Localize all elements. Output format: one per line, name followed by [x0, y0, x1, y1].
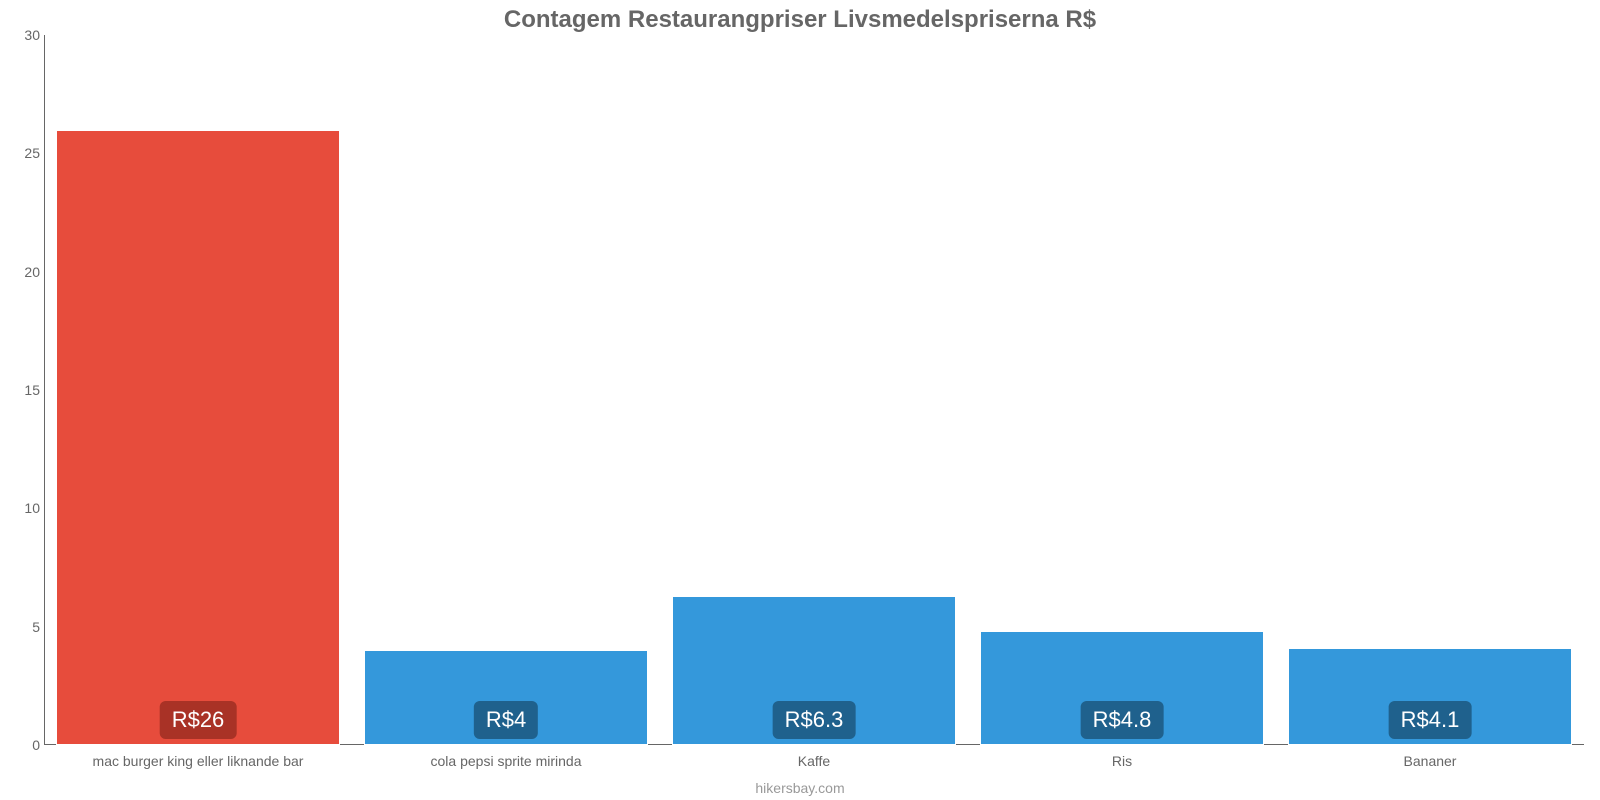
chart-footer: hikersbay.com: [0, 780, 1600, 796]
y-tick-label: 0: [0, 737, 40, 753]
bar-value-label: R$6.3: [773, 701, 856, 739]
x-tick-label: Bananer: [1404, 745, 1457, 769]
x-tick-label: cola pepsi sprite mirinda: [431, 745, 582, 769]
bar-value-label: R$4.8: [1081, 701, 1164, 739]
bar: [56, 130, 339, 745]
y-tick-label: 15: [0, 382, 40, 398]
chart-title: Contagem Restaurangpriser Livsmedelspris…: [0, 6, 1600, 34]
plot-area: 051015202530R$26mac burger king eller li…: [44, 35, 1584, 745]
chart-container: Contagem Restaurangpriser Livsmedelspris…: [0, 0, 1600, 800]
y-tick-label: 25: [0, 145, 40, 161]
y-tick-label: 5: [0, 619, 40, 635]
y-tick-label: 30: [0, 27, 40, 43]
bar-value-label: R$4.1: [1389, 701, 1472, 739]
bar-value-label: R$4: [474, 701, 538, 739]
y-tick-label: 10: [0, 500, 40, 516]
y-tick-label: 20: [0, 264, 40, 280]
x-tick-label: Kaffe: [798, 745, 830, 769]
x-tick-label: Ris: [1112, 745, 1132, 769]
x-tick-label: mac burger king eller liknande bar: [93, 745, 304, 769]
bar-value-label: R$26: [160, 701, 237, 739]
